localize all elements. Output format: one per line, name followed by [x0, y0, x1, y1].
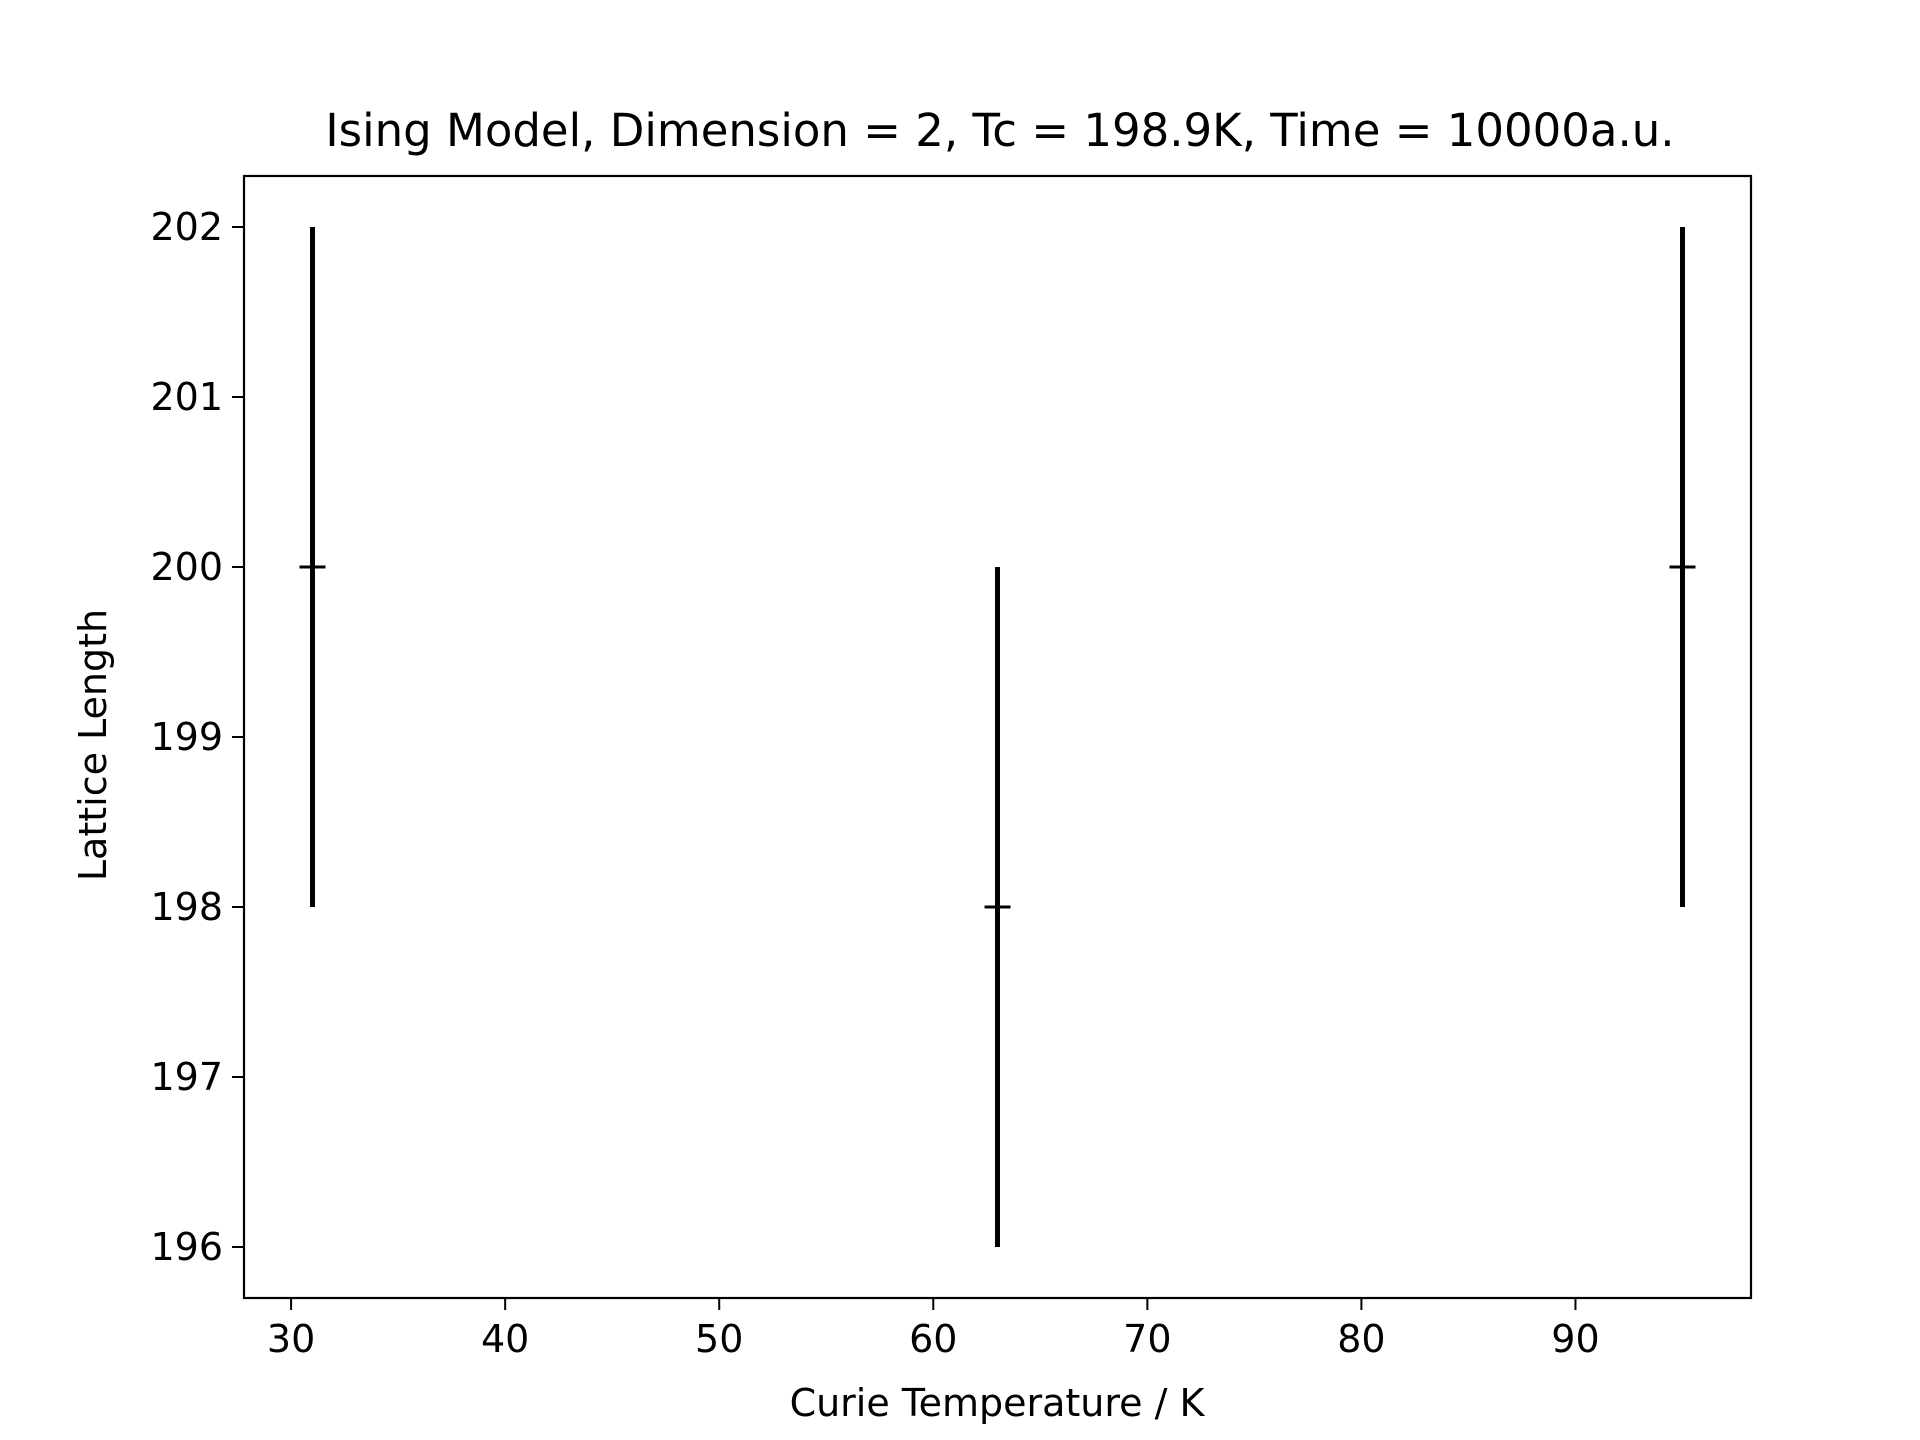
plot-marks	[299, 227, 1696, 1247]
y-tick-label: 196	[150, 1225, 223, 1269]
x-tick-label: 50	[695, 1317, 743, 1361]
x-tick-label: 80	[1337, 1317, 1385, 1361]
y-axis-ticks: 196 197 198 199 200 201 202	[150, 205, 244, 1269]
x-tick-label: 30	[267, 1317, 315, 1361]
x-tick-label: 70	[1123, 1317, 1171, 1361]
y-tick-label: 197	[150, 1055, 223, 1099]
y-tick-label: 199	[150, 715, 223, 759]
y-axis-label: Lattice Length	[71, 609, 115, 881]
chart-title: Ising Model, Dimension = 2, Tc = 198.9K,…	[325, 104, 1674, 157]
x-axis-label: Curie Temperature / K	[790, 1381, 1206, 1425]
x-axis-ticks: 30 40 50 60 70 80 90	[267, 1298, 1600, 1361]
plot-frame	[242, 174, 1753, 1300]
y-tick-label: 202	[150, 205, 223, 249]
x-tick-label: 40	[481, 1317, 529, 1361]
x-tick-label: 90	[1551, 1317, 1599, 1361]
x-tick-label: 60	[909, 1317, 957, 1361]
y-tick-label: 198	[150, 885, 223, 929]
y-tick-label: 200	[150, 545, 223, 589]
y-tick-label: 201	[150, 375, 223, 419]
